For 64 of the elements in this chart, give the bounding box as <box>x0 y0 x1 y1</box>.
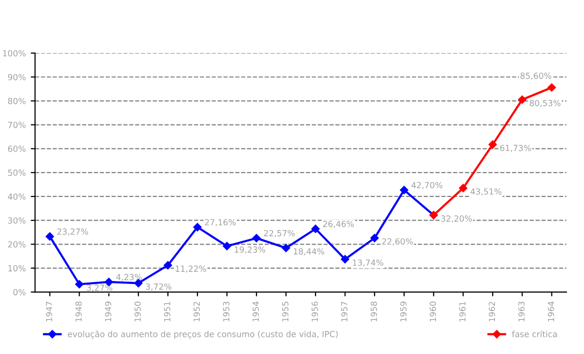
x-tick-label: 1960 <box>430 302 436 322</box>
data-label: 61,73% <box>500 144 531 152</box>
x-tick-label: 1964 <box>548 302 554 322</box>
data-label: 13,74% <box>352 260 384 267</box>
x-tick-label: 1958 <box>370 302 377 322</box>
data-label: 32,20% <box>441 215 472 223</box>
point <box>311 224 320 233</box>
x-tick-label: 1959 <box>400 302 407 322</box>
data-label: 26,46% <box>323 220 354 228</box>
point <box>459 184 468 192</box>
y-tick-label: 30% <box>8 217 26 224</box>
legend-label: evolução do aumento de preços de consumo (custo de vida, IPC) <box>68 330 338 339</box>
y-tick-label: 50% <box>8 170 26 176</box>
point <box>400 186 408 194</box>
point <box>488 140 497 149</box>
point <box>164 261 172 270</box>
x-tick-label: 1954 <box>252 302 259 322</box>
data-label: 19,23% <box>234 246 266 254</box>
y-tick-label: 40% <box>8 193 26 200</box>
y-tick-label: 100% <box>3 50 26 56</box>
x-tick-label: 1950 <box>134 302 141 322</box>
y-tick-label: 0% <box>13 289 26 296</box>
data-label: 23,27% <box>57 228 88 236</box>
legend-label: fase crítica <box>512 330 557 338</box>
data-label: 3,27% <box>86 284 112 292</box>
x-tick-label: 1948 <box>75 302 82 322</box>
point <box>548 83 556 92</box>
point <box>370 234 379 242</box>
x-tick-label: 1951 <box>164 302 170 322</box>
point <box>340 255 350 264</box>
point <box>518 95 526 104</box>
x-tick-label: 1947 <box>46 302 52 322</box>
point <box>282 244 290 252</box>
data-label: 27,16% <box>204 219 236 226</box>
data-label: 42,70% <box>411 182 442 190</box>
x-tick-label: 1953 <box>223 302 230 322</box>
point <box>193 223 202 232</box>
data-label: 18,44% <box>294 248 324 256</box>
y-tick-label: 60% <box>8 146 26 152</box>
point <box>222 242 232 250</box>
data-label: 43,51% <box>470 188 502 196</box>
data-label: 22,60% <box>382 238 413 246</box>
data-label: 4,23% <box>116 274 142 282</box>
x-tick-label: 1952 <box>194 302 200 322</box>
x-tick-label: 1956 <box>312 302 318 322</box>
point <box>75 280 84 288</box>
point <box>46 232 54 241</box>
x-tick-label: 1955 <box>282 302 288 322</box>
y-tick-label: 70% <box>8 122 26 128</box>
point <box>252 234 261 242</box>
data-label: 80,53% <box>530 100 560 108</box>
y-tick-label: 20% <box>8 241 26 248</box>
x-tick-label: 1963 <box>518 302 525 322</box>
data-label: 85,60% <box>520 72 552 80</box>
data-label: 22,57% <box>264 230 295 238</box>
x-tick-label: 1949 <box>104 302 112 322</box>
x-tick-label: 1961 <box>459 302 466 322</box>
data-label: 3,72% <box>146 283 172 291</box>
y-tick-label: 10% <box>8 265 26 272</box>
data-label: 11,22% <box>176 266 206 273</box>
y-tick-label: 90% <box>8 74 26 80</box>
y-tick-label: 80% <box>8 98 26 104</box>
x-tick-label: 1957 <box>341 302 348 322</box>
x-tick-label: 1962 <box>488 302 496 322</box>
